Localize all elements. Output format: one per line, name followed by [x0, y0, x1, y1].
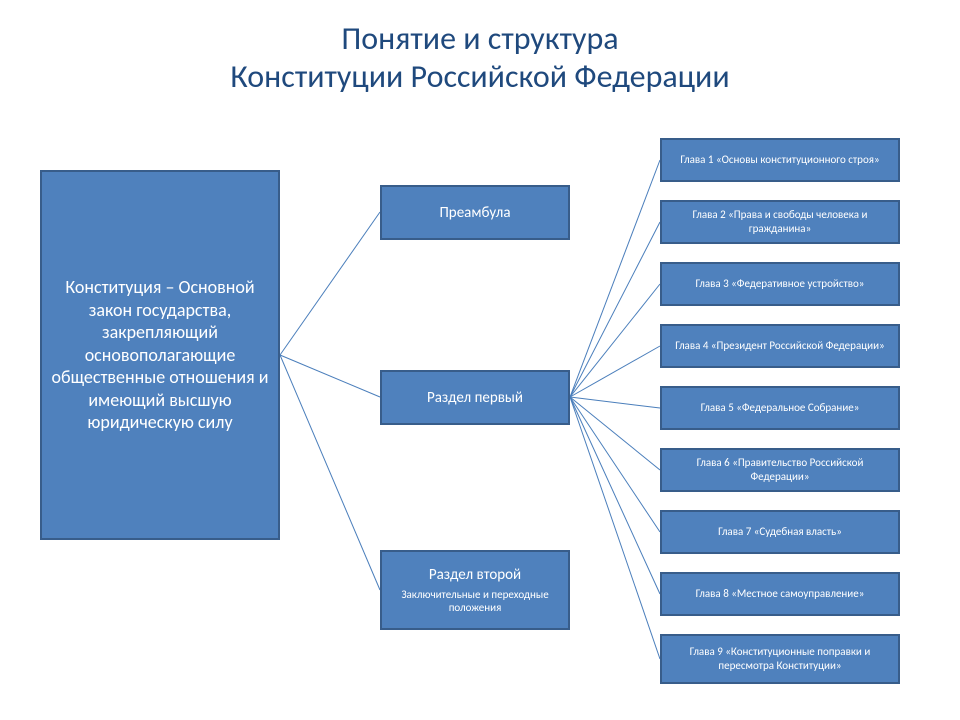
- chapter-node-label: Глава 7 «Судебная власть»: [718, 525, 842, 539]
- chapter-node: Глава 6 «Правительство Российской Федера…: [660, 448, 900, 492]
- middle-node-sublabel: Заключительные и переходные положения: [390, 588, 560, 614]
- chapter-node: Глава 1 «Основы конституционного строя»: [660, 138, 900, 182]
- middle-node-section2: Раздел второй Заключительные и переходные…: [380, 550, 570, 630]
- diagram-title: Понятие и структура Конституции Российск…: [0, 20, 960, 97]
- middle-node-preamble: Преамбула: [380, 185, 570, 240]
- middle-node-label: Раздел второй: [429, 566, 521, 584]
- chapter-node-label: Глава 6 «Правительство Российской Федера…: [670, 456, 890, 484]
- chapter-node: Глава 4 «Президент Российской Федерации»: [660, 324, 900, 368]
- chapter-node-label: Глава 8 «Местное самоуправление»: [696, 587, 865, 601]
- chapter-node: Глава 8 «Местное самоуправление»: [660, 572, 900, 616]
- chapter-node: Глава 7 «Судебная власть»: [660, 510, 900, 554]
- chapter-node-label: Глава 1 «Основы конституционного строя»: [680, 153, 879, 167]
- root-node-text: Конституция – Основной закон государства…: [50, 276, 270, 434]
- chapter-node-label: Глава 3 «Федеративное устройство»: [696, 277, 865, 291]
- chapter-node: Глава 9 «Конституционные поправки и пере…: [660, 634, 900, 684]
- chapter-node-label: Глава 9 «Конституционные поправки и пере…: [670, 645, 890, 673]
- chapter-node: Глава 3 «Федеративное устройство»: [660, 262, 900, 306]
- root-node: Конституция – Основной закон государства…: [40, 170, 280, 540]
- chapter-node: Глава 2 «Права и свободы человека и граж…: [660, 200, 900, 244]
- title-line-2: Конституции Российской Федерации: [230, 57, 729, 96]
- title-line-1: Понятие и структура: [341, 19, 618, 58]
- middle-node-section1: Раздел первый: [380, 370, 570, 425]
- chapter-node-label: Глава 2 «Права и свободы человека и граж…: [670, 208, 890, 236]
- middle-node-label: Преамбула: [439, 204, 510, 222]
- chapter-node-label: Глава 5 «Федеральное Собрание»: [701, 401, 860, 415]
- middle-node-label: Раздел первый: [427, 389, 523, 407]
- chapter-node: Глава 5 «Федеральное Собрание»: [660, 386, 900, 430]
- chapter-node-label: Глава 4 «Президент Российской Федерации»: [675, 339, 884, 353]
